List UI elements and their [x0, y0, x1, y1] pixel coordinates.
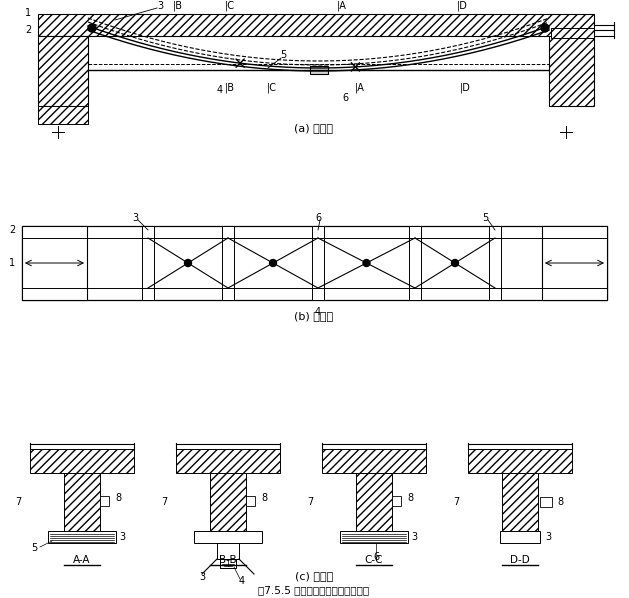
Text: 2: 2	[9, 225, 15, 235]
Text: 3: 3	[132, 213, 138, 223]
Text: 图7.5.5 采用横向张拉法施加预应力: 图7.5.5 采用横向张拉法施加预应力	[259, 585, 370, 595]
Bar	[246, 496, 255, 506]
Text: |B: |B	[225, 83, 235, 93]
Bar	[340, 531, 408, 543]
Bar	[48, 531, 116, 543]
Text: (a) 正视图: (a) 正视图	[294, 123, 333, 133]
Text: 8: 8	[261, 493, 267, 503]
Text: D-D: D-D	[510, 555, 530, 565]
Bar	[22, 226, 87, 300]
Circle shape	[269, 260, 277, 267]
Text: 8: 8	[407, 493, 413, 503]
Circle shape	[541, 24, 549, 32]
Bar	[217, 543, 239, 559]
Text: 3: 3	[199, 572, 205, 582]
Bar	[100, 496, 109, 506]
Text: 8: 8	[557, 497, 563, 507]
Bar	[502, 473, 538, 531]
Text: (b) 仰视图: (b) 仰视图	[294, 311, 333, 321]
Text: |B: |B	[173, 1, 183, 11]
Text: 8: 8	[115, 493, 121, 503]
Bar	[542, 226, 607, 300]
Text: 5: 5	[31, 543, 37, 553]
Bar	[38, 36, 88, 106]
Text: 2: 2	[25, 25, 31, 35]
Text: 7: 7	[15, 497, 21, 507]
Bar	[220, 559, 236, 568]
Bar	[392, 496, 401, 506]
Text: 4: 4	[239, 576, 245, 586]
Bar	[38, 14, 594, 36]
Text: 7: 7	[161, 497, 167, 507]
Text: 1: 1	[9, 258, 15, 268]
Bar	[489, 226, 501, 300]
Text: |A: |A	[337, 1, 347, 11]
Bar	[322, 449, 426, 473]
Bar	[176, 449, 280, 473]
Bar	[30, 449, 134, 473]
Text: 6: 6	[315, 213, 321, 223]
Text: C-C: C-C	[365, 555, 383, 565]
Text: (c) 剖面图: (c) 剖面图	[295, 571, 333, 581]
Text: 4: 4	[217, 85, 223, 95]
Text: |C: |C	[225, 1, 235, 11]
Bar	[468, 449, 572, 473]
Circle shape	[88, 24, 96, 32]
Bar	[222, 226, 234, 300]
Bar	[210, 473, 246, 531]
Bar	[22, 226, 607, 300]
Text: 6: 6	[342, 93, 348, 103]
Text: B-B: B-B	[219, 555, 237, 565]
Text: |C: |C	[267, 83, 277, 93]
Circle shape	[184, 260, 191, 267]
Bar	[64, 473, 100, 531]
Text: 4: 4	[315, 307, 321, 317]
Text: A-A: A-A	[73, 555, 91, 565]
Text: 3: 3	[119, 532, 125, 542]
Text: 7: 7	[453, 497, 459, 507]
Text: 1: 1	[25, 8, 31, 18]
Text: 3: 3	[157, 1, 163, 11]
Text: 3: 3	[545, 532, 551, 542]
Bar	[551, 28, 594, 38]
Bar	[312, 226, 324, 300]
Circle shape	[363, 260, 370, 267]
Text: |A: |A	[355, 83, 365, 93]
Bar	[540, 497, 552, 507]
Circle shape	[452, 260, 459, 267]
Text: 5: 5	[482, 213, 488, 223]
Bar	[38, 106, 88, 124]
Bar	[194, 531, 262, 543]
Text: |D: |D	[460, 83, 470, 93]
Bar	[309, 66, 328, 74]
Text: 5: 5	[280, 50, 286, 60]
Text: 3: 3	[411, 532, 417, 542]
Bar	[409, 226, 421, 300]
Bar	[142, 226, 154, 300]
Text: 6: 6	[373, 552, 379, 562]
Bar	[500, 531, 540, 543]
Text: 7: 7	[307, 497, 313, 507]
Bar	[549, 36, 594, 106]
Text: |D: |D	[457, 1, 467, 11]
Bar	[356, 473, 392, 531]
